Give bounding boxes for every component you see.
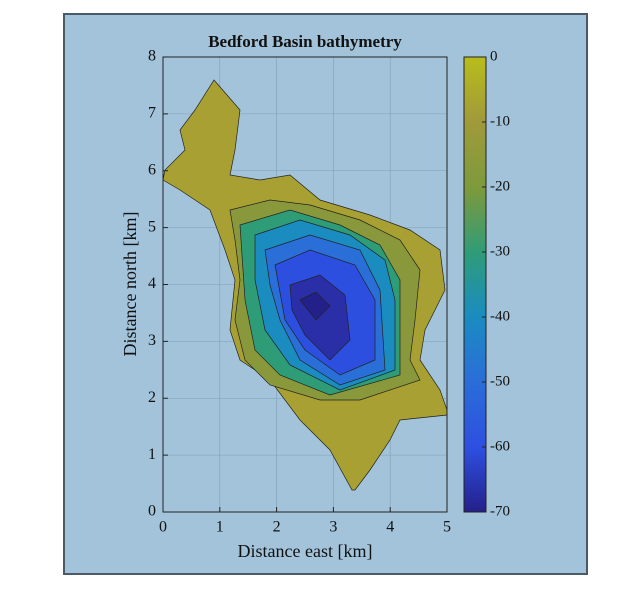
y-axis-label: Distance north [km]	[120, 212, 140, 357]
y-tick-label: 4	[148, 275, 156, 292]
colorbar-tick-label: -60	[490, 438, 510, 454]
y-tick-label: 1	[148, 446, 156, 463]
y-tick-label: 2	[148, 389, 156, 406]
colorbar-tick-label: 0	[490, 48, 498, 64]
y-tick-label: 0	[148, 503, 156, 520]
chart-title: Bedford Basin bathymetry	[208, 32, 402, 51]
x-axis-label: Distance east [km]	[238, 541, 373, 561]
y-tick-label: 8	[148, 48, 156, 65]
depth-region	[299, 291, 331, 321]
x-tick-label: 5	[443, 519, 451, 536]
colorbar-tick-label: -20	[490, 178, 510, 194]
colorbar-tick-label: -10	[490, 113, 510, 129]
depth-region	[289, 274, 351, 361]
x-tick-label: 1	[216, 519, 224, 536]
x-tick-label: 4	[386, 519, 394, 536]
y-tick-label: 3	[148, 332, 156, 349]
x-tick-label: 3	[329, 519, 337, 536]
x-tick-label: 2	[273, 519, 281, 536]
x-tick-label: 0	[159, 519, 167, 536]
colorbar	[463, 56, 487, 513]
colorbar-tick-label: -50	[490, 373, 510, 389]
basin	[162, 79, 448, 491]
colorbar-tick-label: -30	[490, 243, 510, 259]
y-tick-label: 6	[148, 161, 156, 178]
y-tick-label: 5	[148, 218, 156, 235]
colorbar-tick-label: -70	[490, 503, 510, 519]
colorbar-tick-label: -40	[490, 308, 510, 324]
y-tick-label: 7	[148, 105, 156, 122]
